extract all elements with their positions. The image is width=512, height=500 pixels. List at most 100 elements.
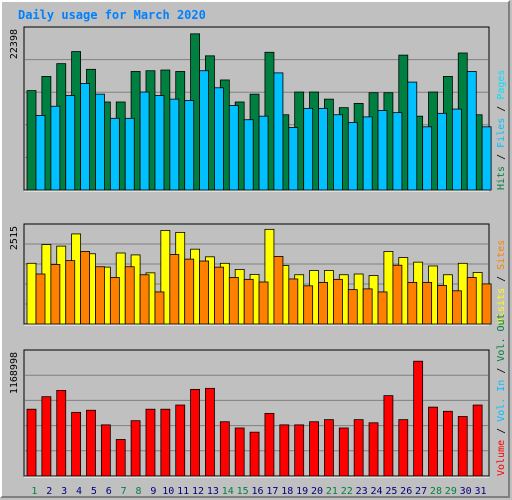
- bar-volume-day-9: [145, 408, 156, 477]
- bar-files-day-4: [80, 83, 91, 191]
- bar-sites-day-19: [303, 285, 314, 325]
- bar-files-day-8: [139, 91, 150, 191]
- bar-sites-day-27: [422, 281, 433, 325]
- bar-files-day-9: [154, 95, 165, 191]
- day-label-8: 8: [136, 486, 142, 497]
- day-label-5: 5: [91, 486, 97, 497]
- bar-sites-day-14: [228, 277, 239, 325]
- legend-vol-out: Vol. Out: [496, 313, 507, 361]
- bar-volume-day-8: [130, 420, 141, 477]
- bar-volume-day-25: [383, 395, 394, 477]
- day-label-3: 3: [61, 486, 67, 497]
- bar-files-day-20: [318, 107, 328, 191]
- bar-files-day-21: [333, 114, 343, 191]
- bar-files-day-29: [451, 108, 462, 191]
- bar-files-day-22: [347, 122, 358, 191]
- legend-separator: /: [496, 100, 507, 118]
- day-label-4: 4: [76, 486, 82, 497]
- panel-top-max-label: 22398: [9, 29, 20, 59]
- bar-files-day-30: [466, 71, 477, 191]
- bar-files-day-24: [377, 110, 388, 191]
- bar-sites-day-30: [466, 277, 477, 325]
- panel-bottom-max-label: 1168998: [9, 352, 20, 394]
- bar-sites-day-21: [333, 278, 343, 325]
- bar-sites-day-17: [273, 256, 284, 325]
- bar-files-day-12: [199, 70, 209, 191]
- day-label-24: 24: [370, 486, 382, 497]
- bar-files-day-15: [243, 119, 254, 191]
- bar-visits-day-1: [26, 262, 37, 325]
- bar-files-day-14: [228, 105, 239, 191]
- bar-volume-day-14: [219, 421, 230, 477]
- bar-sites-day-16: [258, 281, 269, 325]
- bar-volume-day-6: [100, 424, 111, 477]
- day-label-22: 22: [341, 486, 353, 497]
- bar-sites-day-23: [362, 288, 373, 325]
- bar-sites-day-5: [95, 266, 105, 325]
- day-label-30: 30: [460, 486, 472, 497]
- bar-volume-day-5: [86, 409, 96, 477]
- bar-files-day-1: [35, 115, 46, 191]
- bar-files-day-28: [437, 112, 447, 191]
- day-label-14: 14: [222, 486, 234, 497]
- day-label-12: 12: [192, 486, 204, 497]
- day-label-19: 19: [296, 486, 308, 497]
- day-label-13: 13: [207, 486, 219, 497]
- bar-volume-day-27: [413, 360, 424, 477]
- bar-files-day-5: [95, 93, 105, 191]
- bar-files-day-7: [124, 117, 135, 191]
- legend-separator: /: [496, 362, 507, 380]
- day-label-9: 9: [150, 486, 156, 497]
- bar-sites-day-4: [80, 251, 91, 325]
- panel-middle-max-label: 2515: [9, 226, 20, 250]
- panel-top-legend: Hits / Files / Pages: [496, 70, 507, 190]
- bar-hits-day-1: [26, 90, 37, 191]
- bar-volume-day-15: [234, 427, 245, 477]
- bar-volume-day-4: [71, 411, 82, 477]
- bar-files-day-13: [214, 87, 224, 191]
- bar-files-day-27: [422, 126, 433, 191]
- bar-files-day-31: [481, 126, 492, 191]
- bar-volume-day-1: [26, 408, 37, 477]
- bar-volume-day-20: [309, 421, 319, 477]
- bar-files-day-26: [407, 81, 418, 191]
- panel-bottom-legend: Volume / Vol. In / Vol. Out: [496, 313, 507, 476]
- bar-sites-day-11: [184, 258, 195, 325]
- bar-files-day-10: [169, 98, 180, 191]
- page-title: Daily usage for March 2020: [18, 8, 206, 22]
- bar-sites-day-22: [347, 289, 358, 325]
- bar-volume-day-23: [353, 419, 364, 477]
- bar-volume-day-30: [457, 416, 468, 477]
- day-label-16: 16: [251, 486, 263, 497]
- bar-volume-day-31: [472, 404, 483, 477]
- day-label-25: 25: [385, 486, 397, 497]
- bar-files-day-25: [392, 112, 403, 191]
- day-label-23: 23: [356, 486, 368, 497]
- legend-pages: Pages: [496, 70, 507, 100]
- bar-sites-day-24: [377, 291, 388, 325]
- bar-files-day-19: [303, 107, 314, 191]
- bar-volume-day-12: [190, 388, 200, 477]
- bar-sites-day-29: [451, 290, 462, 325]
- bar-sites-day-12: [199, 260, 209, 325]
- bar-files-day-3: [65, 95, 76, 191]
- bar-volume-day-16: [249, 431, 260, 477]
- bar-files-day-11: [184, 100, 195, 191]
- bar-files-day-6: [109, 117, 120, 191]
- bar-sites-day-10: [169, 254, 180, 325]
- bar-files-day-2: [50, 105, 61, 191]
- day-label-29: 29: [445, 486, 457, 497]
- bar-volume-day-11: [175, 404, 186, 477]
- legend-files: Files: [496, 118, 507, 148]
- bar-volume-day-13: [205, 387, 215, 477]
- bar-volume-day-24: [368, 422, 379, 477]
- day-label-17: 17: [266, 486, 278, 497]
- bar-volume-day-10: [160, 408, 171, 477]
- day-label-1: 1: [31, 486, 37, 497]
- bar-volume-day-18: [279, 424, 290, 477]
- day-label-11: 11: [177, 486, 189, 497]
- bar-volume-day-22: [338, 427, 349, 477]
- bar-sites-day-2: [50, 264, 61, 325]
